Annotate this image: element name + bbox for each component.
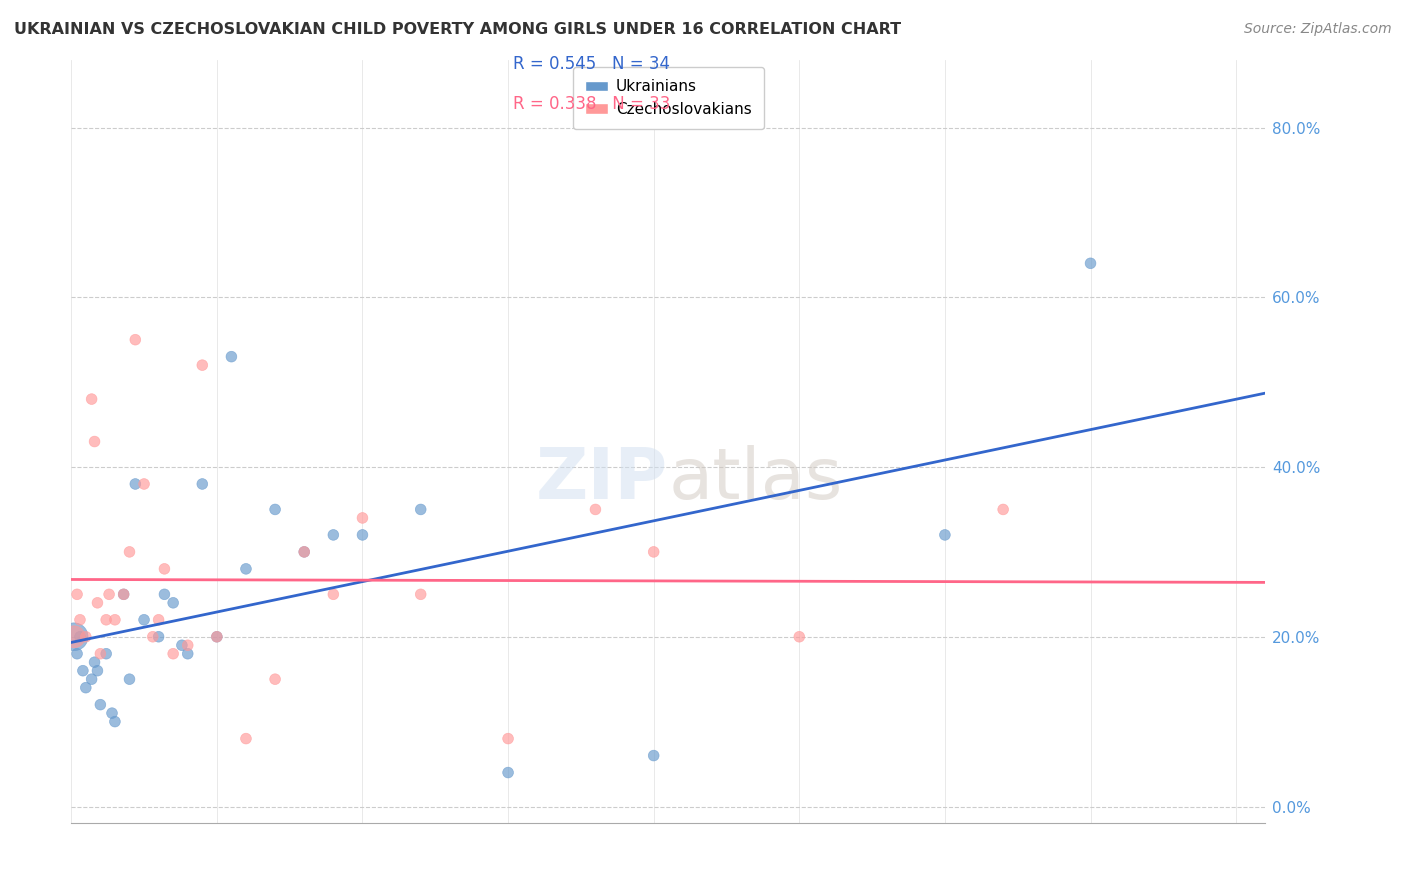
Point bbox=[177, 638, 200, 652]
Point bbox=[496, 731, 519, 746]
Point bbox=[322, 528, 344, 542]
Point bbox=[75, 681, 97, 695]
Point bbox=[170, 638, 193, 652]
Point bbox=[148, 630, 170, 644]
Point bbox=[66, 647, 89, 661]
Text: R = 0.338   N = 33: R = 0.338 N = 33 bbox=[513, 95, 671, 113]
Point bbox=[191, 477, 214, 491]
Point bbox=[177, 647, 200, 661]
Point bbox=[148, 613, 170, 627]
Point bbox=[153, 587, 176, 601]
Point bbox=[98, 587, 121, 601]
Point bbox=[101, 706, 124, 720]
Point bbox=[75, 630, 97, 644]
Point bbox=[83, 655, 105, 669]
Point bbox=[221, 350, 243, 364]
Point bbox=[205, 630, 228, 644]
Point bbox=[118, 672, 141, 686]
Point bbox=[132, 613, 155, 627]
Point bbox=[86, 664, 108, 678]
Point bbox=[153, 562, 176, 576]
Point bbox=[991, 502, 1014, 516]
Point bbox=[63, 630, 86, 644]
Point bbox=[69, 613, 91, 627]
Point bbox=[1080, 256, 1102, 270]
Point bbox=[235, 731, 257, 746]
Point bbox=[124, 477, 146, 491]
Point bbox=[643, 545, 665, 559]
Point bbox=[191, 358, 214, 372]
Point bbox=[112, 587, 135, 601]
Point bbox=[83, 434, 105, 449]
Point bbox=[409, 587, 432, 601]
Text: Source: ZipAtlas.com: Source: ZipAtlas.com bbox=[1244, 22, 1392, 37]
Point bbox=[322, 587, 344, 601]
Point bbox=[292, 545, 315, 559]
Point bbox=[142, 630, 165, 644]
Point bbox=[934, 528, 956, 542]
Point bbox=[72, 664, 94, 678]
Point bbox=[63, 630, 86, 644]
Point bbox=[104, 714, 127, 729]
Point bbox=[96, 613, 118, 627]
Point bbox=[86, 596, 108, 610]
Point bbox=[66, 587, 89, 601]
Point bbox=[409, 502, 432, 516]
Point bbox=[787, 630, 810, 644]
Legend: Ukrainians, Czechoslovakians: Ukrainians, Czechoslovakians bbox=[572, 67, 763, 129]
Point bbox=[89, 698, 111, 712]
Text: R = 0.545   N = 34: R = 0.545 N = 34 bbox=[513, 55, 671, 73]
Point bbox=[124, 333, 146, 347]
Point bbox=[496, 765, 519, 780]
Point bbox=[352, 528, 374, 542]
Text: ZIP: ZIP bbox=[536, 445, 668, 514]
Point bbox=[162, 647, 184, 661]
Point bbox=[585, 502, 607, 516]
Point bbox=[112, 587, 135, 601]
Point bbox=[235, 562, 257, 576]
Point bbox=[118, 545, 141, 559]
Point bbox=[643, 748, 665, 763]
Point bbox=[96, 647, 118, 661]
Point bbox=[89, 647, 111, 661]
Text: UKRAINIAN VS CZECHOSLOVAKIAN CHILD POVERTY AMONG GIRLS UNDER 16 CORRELATION CHAR: UKRAINIAN VS CZECHOSLOVAKIAN CHILD POVER… bbox=[14, 22, 901, 37]
Point bbox=[104, 613, 127, 627]
Point bbox=[205, 630, 228, 644]
Point bbox=[80, 392, 103, 406]
Point bbox=[69, 630, 91, 644]
Text: atlas: atlas bbox=[668, 445, 842, 514]
Point bbox=[132, 477, 155, 491]
Point bbox=[162, 596, 184, 610]
Point bbox=[352, 511, 374, 525]
Point bbox=[292, 545, 315, 559]
Point bbox=[264, 502, 287, 516]
Point bbox=[80, 672, 103, 686]
Point bbox=[264, 672, 287, 686]
